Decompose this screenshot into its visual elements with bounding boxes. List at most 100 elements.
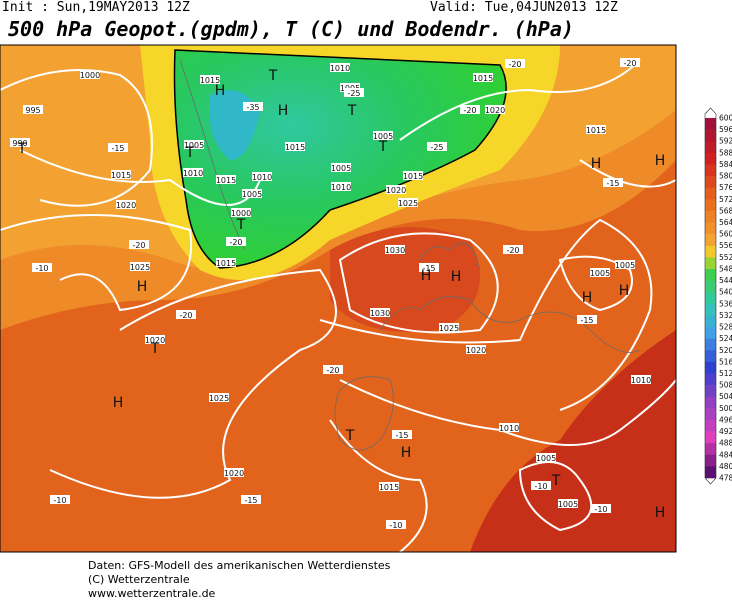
colorbar-label: 532: [719, 311, 732, 320]
colorbar-cell: [705, 454, 716, 467]
colorbar-label: 556: [719, 241, 732, 250]
contour-label: -15: [606, 179, 619, 188]
colorbar-label: 516: [719, 357, 732, 366]
label-box: [176, 310, 196, 319]
footer-line: www.wetterzentrale.de: [88, 587, 216, 600]
contour-label: -25: [430, 143, 443, 152]
label-box: [209, 393, 229, 402]
colorbar-cell: [705, 327, 716, 339]
colorbar-cell: [705, 164, 716, 177]
label-box: [241, 495, 261, 504]
pressure-center: H: [278, 103, 289, 119]
label-box: [242, 189, 262, 198]
label-box: [10, 138, 30, 147]
contour-label: -35: [246, 103, 259, 112]
contour-label: 995: [25, 106, 40, 115]
pressure-center: H: [582, 290, 593, 306]
label-box: [226, 237, 246, 246]
contour-label: -20: [508, 60, 521, 69]
valid-time: Valid: Tue,04JUN2013 12Z: [430, 0, 618, 15]
label-box: [344, 88, 364, 97]
colorbar-label: 478: [719, 474, 732, 483]
pressure-center: T: [17, 141, 27, 157]
label-box: [331, 163, 351, 172]
pressure-center: T: [378, 139, 388, 155]
label-box: [460, 105, 480, 114]
colorbar-label: 592: [719, 137, 732, 146]
contour-label: 1015: [216, 176, 236, 185]
colorbar-cell: [705, 419, 716, 432]
pressure-center: T: [268, 68, 278, 84]
pressure-center: H: [619, 283, 630, 299]
pressure-center: T: [236, 217, 246, 233]
colorbar-label: 552: [719, 253, 732, 262]
colorbar-cell: [705, 141, 716, 154]
label-box: [439, 323, 459, 332]
colorbar-cell: [705, 443, 716, 456]
label-box: [224, 468, 244, 477]
colorbar-cell: [705, 373, 716, 386]
label-box: [419, 263, 439, 272]
colorbar-frame: [704, 107, 717, 485]
contour-label: 1005: [558, 500, 578, 509]
contour-label: 1015: [403, 172, 423, 181]
label-box: [531, 481, 551, 490]
colorbar-label: 596: [719, 125, 732, 134]
contour-label: 1005: [242, 190, 262, 199]
contour-label: 1000: [231, 209, 251, 218]
label-box: [631, 375, 651, 384]
label-box: [485, 105, 505, 114]
contour-label: 1020: [224, 469, 244, 478]
label-box: [558, 499, 578, 508]
colorbar-cell: [705, 245, 716, 258]
colorbar-label: 584: [719, 160, 732, 169]
colorbar-label: 528: [719, 323, 732, 332]
colorbar-cell: [705, 466, 716, 479]
label-box: [591, 504, 611, 513]
contour-label: -15: [111, 144, 124, 153]
contour-label: 1015: [285, 143, 305, 152]
label-box: [111, 170, 131, 179]
label-box: [323, 365, 343, 374]
contour-label: 1005: [536, 454, 556, 463]
contour-label: 1000: [80, 71, 100, 80]
label-box: [50, 495, 70, 504]
contour-label: -15: [422, 264, 435, 273]
contour-label: 1015: [111, 171, 131, 180]
colorbar-cell: [705, 408, 716, 421]
map-labels: 1000995990T1015H10101005-35H-25T1015-20-…: [10, 58, 665, 530]
colorbar-label: 480: [719, 462, 732, 471]
colorbar-label: 508: [719, 381, 732, 390]
label-box: [620, 58, 640, 67]
contour-label: 1015: [473, 74, 493, 83]
pressure-center: T: [551, 473, 561, 489]
contour-label: -10: [534, 482, 547, 491]
label-box: [116, 200, 136, 209]
colorbar-cell: [705, 431, 716, 444]
pressure-center: T: [345, 428, 355, 444]
label-box: [373, 131, 393, 140]
label-box: [385, 245, 405, 254]
label-box: [386, 520, 406, 529]
colorbar-cell: [705, 315, 716, 328]
footer-line: (C) Wetterzentrale: [88, 573, 190, 586]
hot-region: [470, 330, 676, 552]
colorbar-cell: [705, 292, 716, 305]
contour-label: -25: [347, 89, 360, 98]
label-box: [80, 70, 100, 79]
colorbar-cell: [705, 396, 716, 409]
colorbar-cell: [705, 361, 716, 374]
colorbar-label: 484: [719, 450, 732, 459]
label-box: [536, 453, 556, 462]
warm-core: [330, 227, 480, 332]
contour-label: 1015: [379, 483, 399, 492]
init-time: Init : Sun,19MAY2013 12Z: [2, 0, 190, 15]
label-box: [32, 263, 52, 272]
contour-label: -20: [623, 59, 636, 68]
label-box: [330, 63, 350, 72]
colorbar-cell: [705, 234, 716, 247]
label-box: [200, 75, 220, 84]
contour-label: 990: [12, 139, 27, 148]
colorbar-label: 492: [719, 427, 732, 436]
colorbar-cell: [705, 118, 716, 130]
